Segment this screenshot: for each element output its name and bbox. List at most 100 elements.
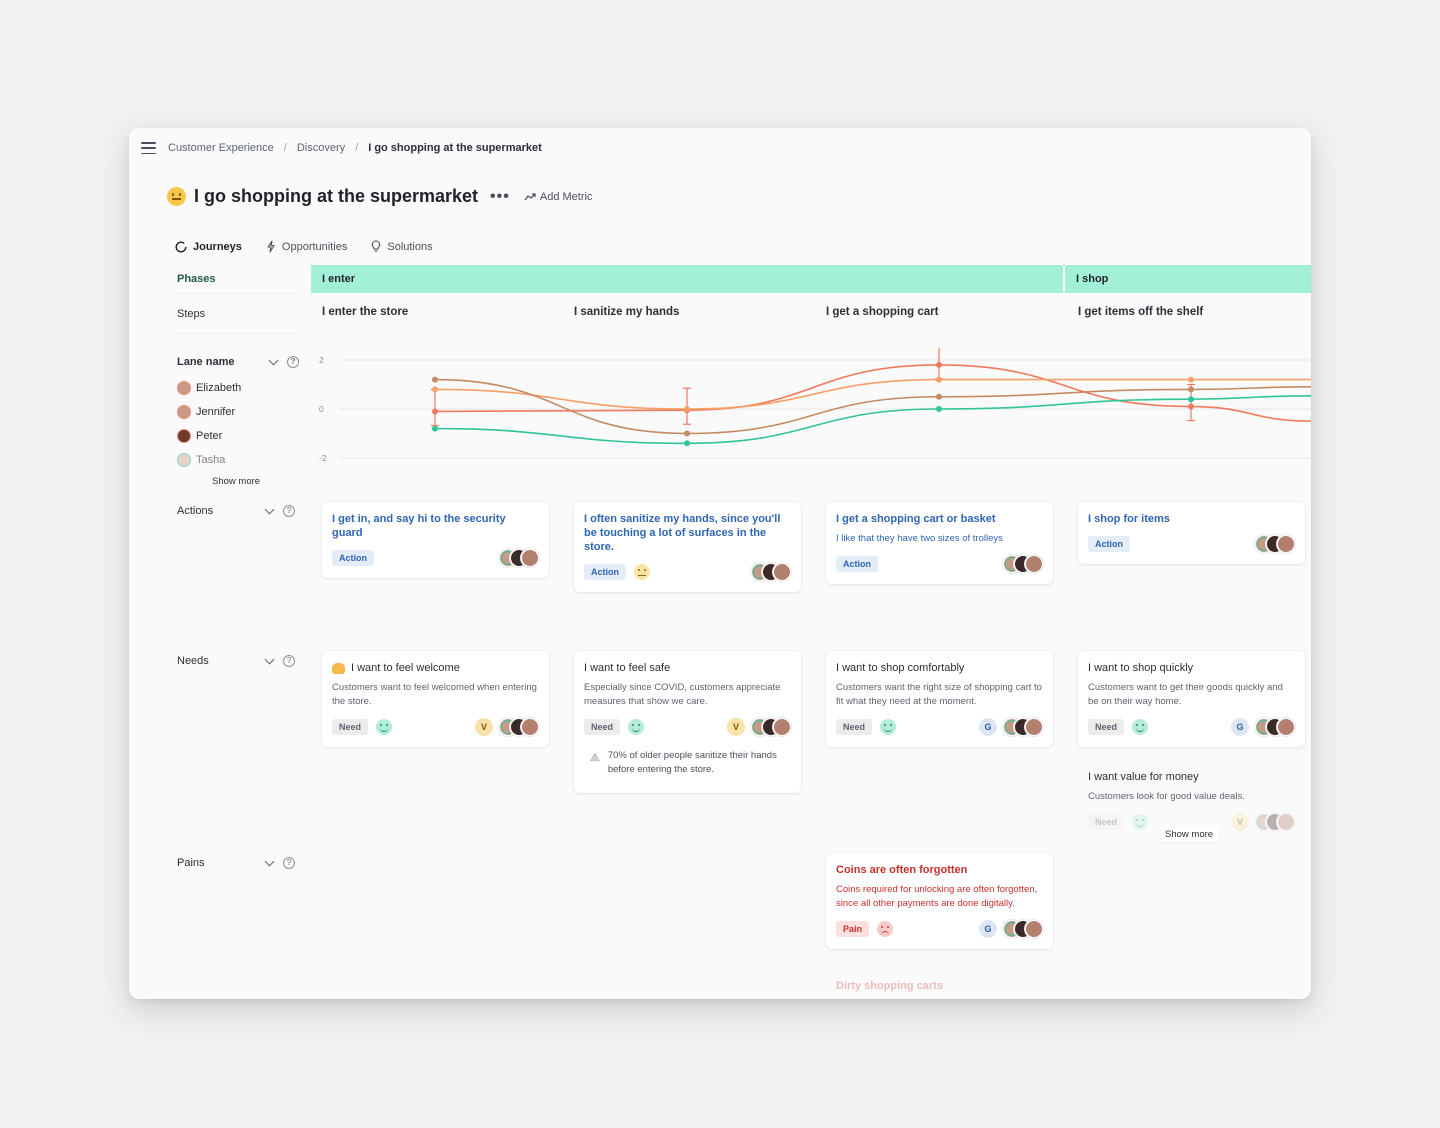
action-tag[interactable]: Action [584, 564, 626, 580]
step-label[interactable]: I get items off the shelf [1078, 306, 1204, 318]
action-card[interactable]: I shop for items Action [1078, 502, 1305, 564]
happy-face-icon[interactable] [1132, 719, 1149, 735]
happy-face-icon[interactable] [376, 719, 393, 735]
action-tag[interactable]: Action [1088, 536, 1130, 552]
smiley-icon[interactable] [167, 187, 186, 206]
app-window: Customer Experience / Discovery / I go s… [129, 128, 1311, 999]
happy-face-icon[interactable] [1132, 814, 1149, 830]
persona-avatars[interactable] [1003, 555, 1043, 573]
action-tag[interactable]: Action [332, 550, 374, 566]
metric-lane-name[interactable]: Lane name [177, 356, 235, 368]
help-icon[interactable]: ? [283, 505, 295, 517]
y-tick-label: 0 [319, 404, 324, 414]
need-card[interactable]: I want to shop quickly Customers want to… [1078, 651, 1305, 747]
pain-card[interactable]: Coins are often forgotten Coins required… [826, 853, 1053, 949]
data-point [432, 408, 438, 415]
tab-journeys[interactable]: Journeys [175, 240, 242, 253]
persona-item[interactable]: Tasha [177, 453, 225, 467]
help-icon[interactable]: ? [283, 655, 295, 667]
pain-card-title[interactable]: Dirty shopping carts [836, 980, 943, 992]
chevron-down-icon[interactable] [268, 355, 279, 365]
owner-avatar[interactable]: V [727, 718, 745, 736]
step-label[interactable]: I get a shopping cart [826, 306, 939, 318]
need-tag[interactable]: Need [584, 719, 621, 735]
avatar [177, 381, 191, 395]
persona-avatars[interactable] [1255, 535, 1295, 553]
owner-avatar[interactable]: V [1231, 813, 1249, 831]
help-icon[interactable]: ? [287, 356, 299, 368]
evidence-stat[interactable]: ⟁ 70% of older people sanitize their han… [584, 749, 791, 777]
card-footer: Need V [1088, 812, 1295, 832]
page-title[interactable]: I go shopping at the supermarket [194, 186, 479, 206]
show-more-personas-button[interactable]: Show more [212, 476, 261, 487]
more-options-button[interactable]: ••• [490, 187, 510, 205]
persona-item[interactable]: Jennifer [177, 405, 235, 419]
data-point [936, 406, 942, 412]
menu-icon[interactable] [141, 142, 156, 154]
need-tag[interactable]: Need [1088, 814, 1125, 830]
action-tag[interactable]: Action [836, 556, 878, 572]
persona-item[interactable]: Peter [177, 429, 222, 443]
neutral-face-icon[interactable] [634, 564, 650, 580]
divider [177, 333, 295, 334]
step-label[interactable]: I sanitize my hands [574, 306, 680, 318]
series-line [434, 394, 1311, 445]
need-tag[interactable]: Need [1088, 719, 1125, 735]
need-card[interactable]: I want to feel welcome Customers want to… [322, 651, 549, 747]
happy-face-icon[interactable] [880, 719, 897, 735]
help-icon[interactable]: ? [283, 857, 295, 869]
sad-face-icon[interactable] [877, 921, 894, 937]
chevron-down-icon[interactable] [264, 504, 275, 514]
persona-avatars[interactable] [751, 718, 791, 736]
tab-opportunities[interactable]: Opportunities [266, 240, 347, 253]
needs-lane-header: Needs ? [177, 654, 295, 667]
owner-avatar[interactable]: G [979, 718, 997, 736]
hugging-face-icon [332, 662, 345, 674]
add-metric-button[interactable]: Add Metric [524, 191, 592, 203]
persona-avatars[interactable] [499, 718, 539, 736]
persona-avatars[interactable] [1255, 718, 1295, 736]
persona-avatars[interactable] [1255, 813, 1295, 831]
action-card[interactable]: I get in, and say hi to the security gua… [322, 502, 549, 578]
actions-label: Actions [177, 505, 214, 517]
persona-avatars[interactable] [751, 563, 791, 581]
persona-name: Tasha [196, 454, 226, 466]
need-tag[interactable]: Need [332, 719, 369, 735]
persona-avatars[interactable] [1003, 920, 1043, 938]
show-more-needs-button[interactable]: Show more [1159, 827, 1220, 842]
pain-tag[interactable]: Pain [836, 921, 870, 937]
tab-solutions[interactable]: Solutions [371, 240, 433, 253]
chevron-down-icon[interactable] [264, 654, 275, 664]
step-label[interactable]: I enter the store [322, 306, 409, 318]
card-title: I want to shop quickly [1088, 662, 1194, 674]
page-header: I go shopping at the supermarket ••• Add… [167, 186, 592, 207]
happy-face-icon[interactable] [628, 719, 645, 735]
persona-avatars[interactable] [1003, 718, 1043, 736]
need-card[interactable]: I want to shop comfortably Customers wan… [826, 651, 1053, 747]
owner-avatar[interactable]: V [475, 718, 493, 736]
breadcrumb-item[interactable]: Discovery [296, 142, 346, 154]
card-title: I get a shopping cart or basket [836, 513, 996, 525]
persona-avatars[interactable] [499, 549, 539, 567]
avatar [177, 453, 191, 467]
phase-i-shop[interactable]: I shop [1065, 265, 1311, 293]
pains-lane-header: Pains ? [177, 856, 295, 869]
metric-line-chart: 2 0 -2 [319, 348, 1311, 463]
avatar [177, 405, 191, 419]
owner-avatar[interactable]: G [1231, 718, 1249, 736]
need-card[interactable]: I want value for money Customers look fo… [1078, 760, 1305, 842]
breadcrumb-current: I go shopping at the supermarket [368, 142, 542, 154]
need-card[interactable]: I want to feel safe Especially since COV… [574, 651, 801, 793]
persona-item[interactable]: Elizabeth [177, 381, 241, 395]
owner-avatar[interactable]: G [979, 920, 997, 938]
series-line [434, 364, 1311, 422]
action-card[interactable]: I get a shopping cart or basket I like t… [826, 502, 1053, 584]
data-point [684, 406, 690, 412]
phase-i-enter[interactable]: I enter [311, 265, 1063, 293]
action-card[interactable]: I often sanitize my hands, since you'll … [574, 502, 801, 592]
steps-label: Steps [177, 308, 206, 320]
chevron-down-icon[interactable] [264, 856, 275, 866]
circle-icon [175, 240, 187, 253]
breadcrumb-item[interactable]: Customer Experience [168, 142, 274, 154]
need-tag[interactable]: Need [836, 719, 873, 735]
